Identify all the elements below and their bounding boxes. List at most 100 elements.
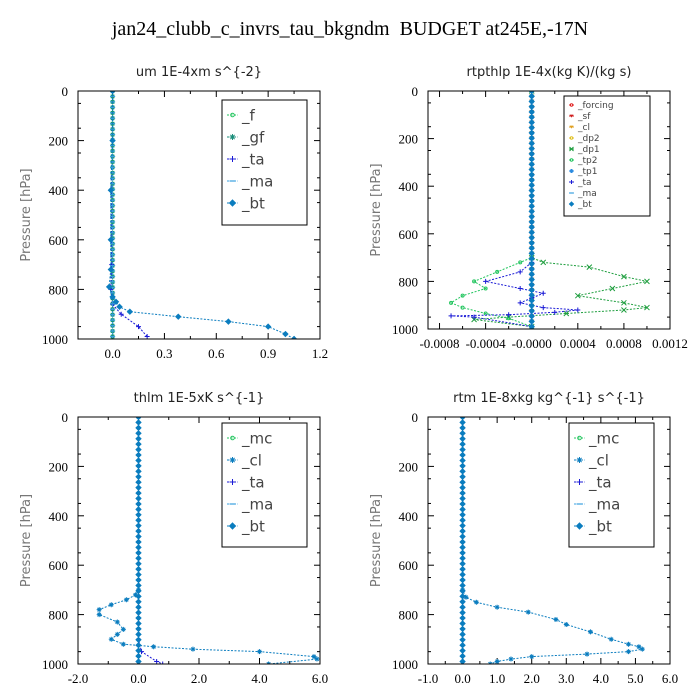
series-tp2-point [495, 269, 500, 274]
y-tick-label: 800 [399, 274, 419, 289]
series-bt-point [116, 303, 123, 310]
series-bt-point [135, 582, 142, 589]
series-cl-point [553, 617, 559, 623]
series-bt-point [135, 495, 142, 502]
series-ta-line [450, 91, 578, 329]
series-cl-point [626, 641, 632, 647]
y-tick-label: 1000 [42, 332, 68, 347]
series-ta-point [552, 309, 558, 315]
legend-ta-marker [576, 479, 583, 485]
series-bt-line [108, 91, 295, 339]
figure-title: jan24_clubb_c_invrs_tau_bkgndm BUDGET at… [111, 18, 589, 40]
series-bt-point [135, 468, 142, 475]
series-tp2-point [518, 260, 523, 265]
series-cl-point [494, 604, 500, 610]
legend-mc-marker [230, 435, 235, 441]
legend-bt-label: _bt [241, 194, 265, 213]
series-ta-point [540, 290, 546, 296]
y-tick-label: 400 [399, 509, 419, 524]
x-tick-label: 0.0 [454, 671, 470, 686]
series-bt-point [135, 576, 142, 584]
legend-ta-label: _ta [588, 473, 612, 492]
x-tick-label: 2.0 [524, 671, 540, 686]
x-tick-label: 1.0 [489, 671, 505, 686]
series-bt-point [135, 598, 142, 605]
series-ta-point [506, 312, 512, 318]
x-tick-label: -2.0 [68, 671, 89, 686]
x-tick-label: 4.0 [251, 671, 267, 686]
series-bt-point [459, 658, 466, 664]
y-tick-label: 800 [49, 282, 69, 297]
series-group [448, 91, 650, 329]
series-cl-point [114, 619, 120, 625]
series-bt-point [459, 603, 466, 611]
series-bt-point [135, 451, 142, 459]
series-bt-point [459, 462, 466, 470]
x-tick-label: 0.6 [208, 346, 225, 361]
legend-f-label: _f [241, 106, 256, 125]
series-bt-point [135, 620, 142, 627]
series-bt-point [459, 473, 466, 480]
series-cl-point [190, 646, 196, 652]
series-group [105, 91, 298, 339]
series-bt-point [126, 308, 134, 315]
series-cl-point [525, 609, 531, 615]
series-ta-point [136, 324, 141, 330]
series-dp1-point [644, 304, 650, 311]
series-ta-point [517, 286, 523, 292]
series-bt-point [459, 479, 466, 486]
series-ta-point [483, 278, 489, 284]
plot-frame [77, 416, 321, 665]
series-bt-point [459, 484, 466, 491]
legend-dp2-marker [569, 136, 574, 140]
chart-panel-3: thlm 1E-5xK s^{-1} Pressure [hPa] 0 200 400 6… [19, 391, 328, 686]
y-tick-label: 400 [49, 183, 69, 198]
series-bt-point [459, 555, 466, 562]
series-cl-point [114, 631, 120, 637]
series-bt-point [459, 527, 466, 535]
series-cl-point [108, 636, 114, 642]
y-tick-label: 0 [62, 410, 69, 425]
series-bt-point [135, 631, 142, 638]
series-dp1-point [586, 264, 593, 270]
legend-bt-marker [575, 522, 584, 530]
series-bt-point [135, 500, 142, 508]
legend-box [568, 422, 655, 548]
legend-cl-marker [576, 457, 583, 463]
series-bt-point [459, 468, 466, 475]
y-axis-label: Pressure [hPa] [19, 168, 34, 261]
series-bt-point [135, 652, 142, 660]
legend-box [221, 422, 308, 548]
x-tick-label: 0.0 [104, 346, 120, 361]
series-bt-point [459, 631, 466, 638]
series-bt-point [135, 440, 142, 448]
series-bt-point [109, 91, 116, 95]
series-cl-point [120, 641, 126, 647]
series-ta-point [575, 307, 581, 313]
series-bt-point [135, 544, 142, 551]
series-ta-point [118, 311, 124, 317]
y-tick-label: 1000 [392, 322, 418, 337]
y-tick-label: 0 [62, 84, 69, 99]
series-bt-point [459, 647, 466, 654]
series-bt-point [175, 313, 182, 320]
series-bt-point [135, 457, 142, 464]
legend: _mc _cl _ta _ma _bt [568, 422, 655, 548]
series-bt-point [112, 298, 120, 306]
series-cl-point [311, 654, 317, 660]
series-group [96, 417, 320, 664]
series-bt-point [290, 335, 298, 339]
y-tick-label: 0 [412, 84, 419, 99]
legend-box [563, 95, 651, 217]
series-ta-point [154, 659, 160, 664]
legend-box [221, 99, 308, 226]
series-cl-point [636, 644, 642, 650]
series-bt-point [135, 517, 142, 524]
legend-ma-label: _ma [588, 495, 620, 514]
series-bt-point [459, 517, 466, 524]
series-cl-point [587, 629, 593, 635]
x-tick-label: -0.0000 [512, 336, 552, 351]
series-bt-point [135, 533, 142, 540]
series-bt-point [135, 658, 142, 664]
series-bt-point [135, 527, 142, 535]
